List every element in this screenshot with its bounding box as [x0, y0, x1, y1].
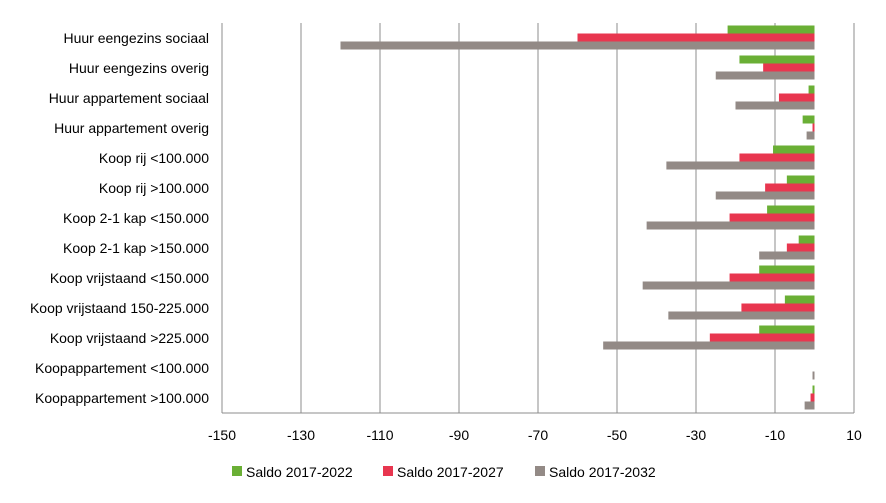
- bar: [577, 33, 815, 42]
- bar: [812, 371, 815, 380]
- bar: [773, 145, 815, 154]
- legend-label: Saldo 2017-2032: [549, 464, 656, 480]
- bar: [802, 115, 815, 124]
- bar: [642, 281, 815, 290]
- bar: [759, 251, 815, 260]
- bar: [812, 123, 815, 132]
- x-tick-label: -90: [449, 427, 469, 443]
- category-labels: Huur eengezins sociaal Huur eengezins ove…: [30, 30, 209, 406]
- bar: [709, 333, 815, 342]
- bar: [763, 63, 815, 72]
- bar: [668, 311, 815, 320]
- x-tick-labels: -150 -130 -110 -90 -70 -50 -30 -10 10: [208, 427, 862, 443]
- bar: [786, 243, 815, 252]
- legend-swatch: [383, 466, 393, 476]
- x-tick-label: -30: [686, 427, 706, 443]
- x-tick-label: 10: [846, 427, 862, 443]
- bar: [759, 265, 815, 274]
- legend-label: Saldo 2017-2027: [397, 464, 504, 480]
- category-label: Koop 2-1 kap <150.000: [63, 210, 209, 226]
- bar: [798, 235, 815, 244]
- category-label: Koop vrijstaand <150.000: [50, 270, 209, 286]
- category-label: Koopappartement <100.000: [35, 360, 209, 376]
- x-tick-label: -70: [528, 427, 548, 443]
- x-tick-label: -110: [367, 427, 394, 443]
- legend-label: Saldo 2017-2022: [246, 464, 353, 480]
- bar: [804, 401, 815, 410]
- bar: [808, 85, 815, 94]
- bar: [340, 41, 815, 50]
- bar: [810, 393, 815, 402]
- bar: [741, 303, 815, 312]
- bar: [767, 205, 815, 214]
- x-tick-label: -150: [208, 427, 236, 443]
- category-label: Huur appartement sociaal: [49, 90, 209, 106]
- category-label: Huur eengezins sociaal: [63, 30, 209, 46]
- bar: [784, 295, 815, 304]
- category-label: Koopappartement >100.000: [35, 390, 209, 406]
- category-label: Huur appartement overig: [54, 120, 209, 136]
- bar: [765, 183, 815, 192]
- bar: [715, 71, 815, 80]
- bar: [715, 191, 815, 200]
- category-label: Huur eengezins overig: [69, 60, 209, 76]
- grid-lines: [221, 23, 855, 414]
- category-label: Koop vrijstaand 150-225.000: [30, 300, 209, 316]
- bar: [778, 93, 815, 102]
- legend: Saldo 2017-2022 Saldo 2017-2027 Saldo 2017…: [232, 464, 656, 480]
- category-label: Koop vrijstaand >225.000: [50, 330, 209, 346]
- bar: [735, 101, 815, 110]
- category-label: Koop rij >100.000: [99, 180, 209, 196]
- x-tick-label: -130: [287, 427, 315, 443]
- bar: [646, 221, 815, 230]
- bar: [806, 131, 815, 140]
- bar: [666, 161, 815, 170]
- category-label: Koop 2-1 kap >150.000: [63, 240, 209, 256]
- legend-swatch: [232, 466, 242, 476]
- bar: [739, 55, 815, 64]
- bar: [727, 25, 815, 34]
- x-tick-label: -50: [607, 427, 627, 443]
- bar: [812, 385, 815, 394]
- bar: [729, 273, 815, 282]
- category-label: Koop rij <100.000: [99, 150, 209, 166]
- bar: [786, 175, 815, 184]
- bar: [759, 325, 815, 334]
- legend-swatch: [535, 466, 545, 476]
- bars-group: [340, 25, 815, 410]
- bar: [739, 153, 815, 162]
- bar: [729, 213, 815, 222]
- bar: [603, 341, 815, 350]
- x-tick-label: -10: [765, 427, 785, 443]
